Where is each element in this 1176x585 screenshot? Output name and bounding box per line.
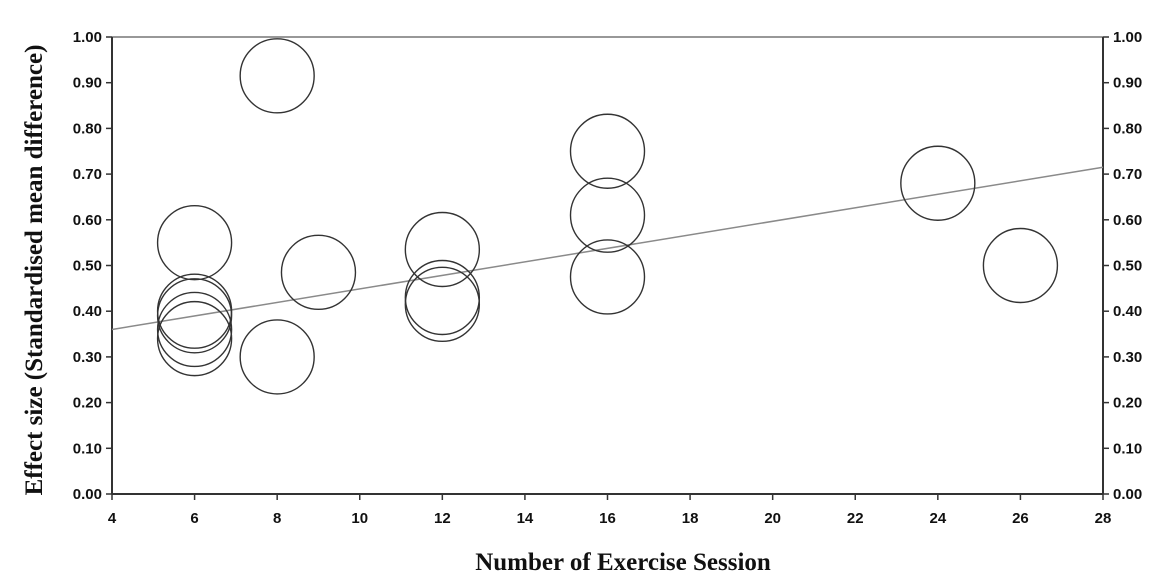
trend-line bbox=[111, 166, 1104, 331]
y-tick-label-left: 0.70 bbox=[73, 166, 102, 183]
x-tick-label: 10 bbox=[351, 510, 368, 527]
y-tick-label-left: 1.00 bbox=[73, 29, 102, 46]
y-tick-label-right: 0.40 bbox=[1113, 303, 1142, 320]
x-tick-label: 26 bbox=[1012, 510, 1029, 527]
y-tick-label-left: 0.20 bbox=[73, 395, 102, 412]
data-point bbox=[404, 211, 481, 288]
x-tick-label: 12 bbox=[434, 510, 451, 527]
y-tick-label-left: 0.90 bbox=[73, 75, 102, 92]
y-tick-label-right: 0.90 bbox=[1113, 75, 1142, 92]
data-point bbox=[569, 239, 646, 315]
data-point bbox=[982, 227, 1059, 304]
data-point bbox=[239, 319, 315, 395]
y-tick-label-right: 0.80 bbox=[1113, 120, 1142, 137]
data-point bbox=[156, 291, 233, 368]
y-axis-title: Effect size (Standardised mean differenc… bbox=[21, 45, 48, 496]
x-tick-label: 20 bbox=[764, 510, 781, 527]
y-tick-label-left: 0.30 bbox=[73, 349, 102, 366]
data-point bbox=[569, 113, 646, 189]
y-tick-label-right: 0.10 bbox=[1113, 440, 1142, 457]
data-point bbox=[156, 204, 233, 281]
y-tick-label-left: 0.00 bbox=[73, 486, 102, 503]
x-tick-label: 24 bbox=[929, 510, 946, 527]
x-tick-label: 18 bbox=[682, 510, 699, 527]
data-point bbox=[404, 259, 481, 336]
x-tick-label: 14 bbox=[517, 510, 534, 527]
plot-area: 4 6 8 10 12 14 16 18 20 22 24 26 280.00 0.000.10 0.100… bbox=[73, 29, 1142, 527]
y-tick-label-left: 0.60 bbox=[73, 212, 102, 229]
y-tick-label-left: 0.80 bbox=[73, 120, 102, 137]
y-tick-label-right: 1.00 bbox=[1113, 29, 1142, 46]
y-tick-label-right: 0.60 bbox=[1113, 212, 1142, 229]
data-point bbox=[569, 177, 646, 253]
data-point bbox=[280, 234, 357, 311]
y-tick-label-left: 0.40 bbox=[73, 303, 102, 320]
data-point bbox=[900, 145, 976, 221]
y-tick-label-right: 0.30 bbox=[1113, 349, 1142, 366]
x-axis-title: Number of Exercise Session bbox=[475, 549, 771, 576]
x-tick-label: 28 bbox=[1095, 510, 1112, 527]
y-tick-label-left: 0.10 bbox=[73, 440, 102, 457]
data-point bbox=[156, 278, 233, 354]
x-tick-label: 22 bbox=[847, 510, 864, 527]
y-tick-label-right: 0.20 bbox=[1113, 395, 1142, 412]
data-point bbox=[404, 266, 481, 343]
y-tick-label-right: 0.00 bbox=[1113, 486, 1142, 503]
x-tick-label: 8 bbox=[273, 510, 281, 527]
y-tick-label-right: 0.70 bbox=[1113, 166, 1142, 183]
y-tick-label-right: 0.50 bbox=[1113, 258, 1142, 275]
y-tick-label-left: 0.50 bbox=[73, 258, 102, 275]
x-tick-label: 4 bbox=[108, 510, 117, 527]
x-tick-label: 16 bbox=[599, 510, 616, 527]
data-point bbox=[156, 300, 233, 377]
data-point bbox=[239, 38, 315, 114]
x-tick-label: 6 bbox=[190, 510, 198, 527]
